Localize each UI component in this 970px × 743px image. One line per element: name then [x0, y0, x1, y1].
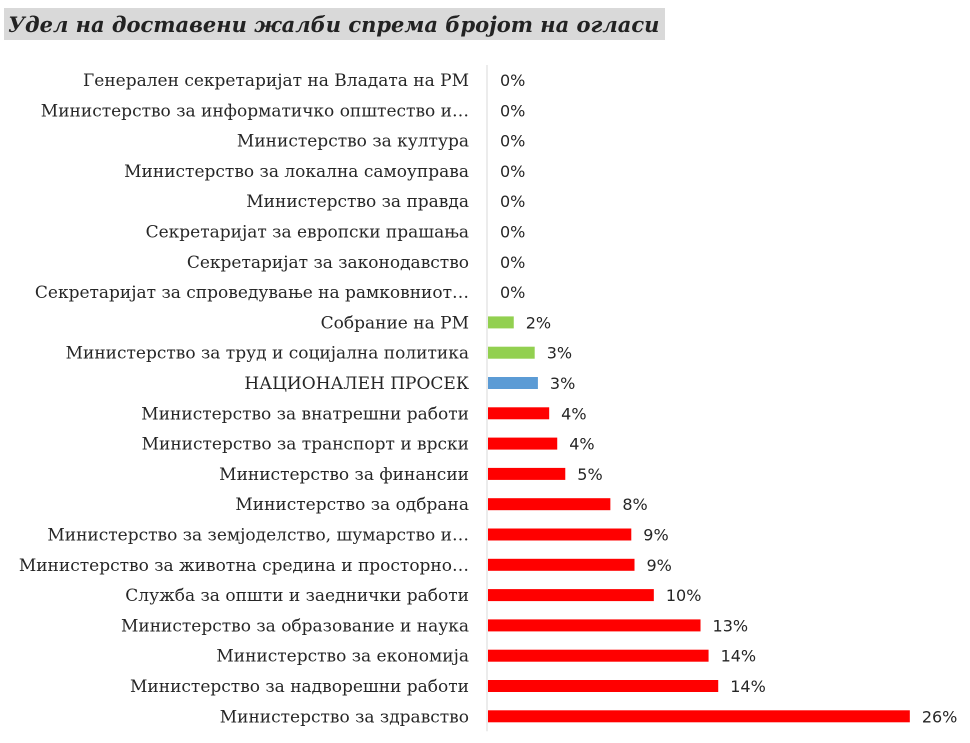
data-label: 9% [647, 556, 672, 575]
data-label: 0% [500, 71, 525, 90]
category-label: Секретаријат за законодавство [187, 253, 469, 273]
category-label: Министерство за образование и наука [121, 616, 469, 636]
bar [488, 558, 635, 571]
data-label: 13% [713, 616, 749, 635]
category-label: Министерство за труд и социјална политик… [66, 344, 469, 364]
bar [488, 680, 719, 692]
category-label: Секретаријат за европски прашања [146, 223, 469, 243]
category-label: Министерство за здравство [220, 707, 469, 727]
bar [488, 710, 910, 723]
data-label: 3% [550, 374, 575, 393]
category-label: Министерство за финансии [219, 465, 469, 485]
data-label: 0% [500, 283, 525, 302]
data-label: 14% [730, 677, 766, 696]
data-label: 10% [666, 586, 702, 605]
chart-title-box: Удел на доставени жалби спрема бројот на… [4, 8, 666, 40]
bar [488, 467, 566, 480]
bar [488, 437, 558, 450]
category-label: Министерство за внатрешни работи [141, 404, 469, 424]
bar [488, 528, 632, 541]
category-label: Министерство за транспорт и врски [142, 435, 469, 455]
category-label: Министерство за култура [237, 132, 469, 152]
data-label: 0% [500, 132, 525, 151]
category-label: Министерство за правда [246, 192, 469, 212]
category-label: Министерство за економија [216, 647, 469, 667]
data-label: 26% [922, 707, 958, 726]
category-label: Собрание на РМ [321, 313, 469, 333]
data-label: 9% [643, 526, 668, 545]
data-label: 14% [721, 647, 757, 666]
category-label: Министерство за информатичко општество и… [41, 101, 469, 121]
category-label: НАЦИОНАЛЕН ПРОСЕК [244, 374, 469, 394]
category-label: Служба за општи и заеднички работи [125, 586, 469, 606]
bar [488, 377, 538, 389]
bar [488, 619, 701, 632]
data-label: 0% [500, 101, 525, 120]
data-label: 2% [526, 313, 551, 332]
bar [488, 316, 514, 329]
data-label: 4% [569, 435, 594, 454]
bar [488, 649, 709, 662]
data-label: 5% [577, 465, 602, 484]
category-label: Министерство за животна средина и просто… [19, 556, 469, 576]
data-label: 8% [622, 495, 647, 514]
category-label: Министерство за надворешни работи [130, 677, 469, 697]
data-label: 0% [500, 253, 525, 272]
data-label: 3% [547, 344, 572, 363]
bar [488, 346, 535, 359]
category-label: Министерство за одбрана [235, 495, 469, 515]
category-label: Генерален секретаријат на Владата на РМ [83, 71, 469, 91]
bar [488, 498, 611, 511]
category-label: Министерство за земјоделство, шумарство … [47, 526, 469, 546]
data-label: 0% [500, 223, 525, 242]
chart-title: Удел на доставени жалби спрема бројот на… [8, 11, 660, 37]
bar [488, 589, 654, 602]
data-label: 0% [500, 192, 525, 211]
category-label: Министерство за локална самоуправа [124, 162, 469, 182]
data-label: 0% [500, 162, 525, 181]
data-label: 4% [561, 404, 586, 423]
category-label: Секретаријат за спроведување на рамковни… [35, 283, 469, 303]
bar [488, 407, 550, 420]
